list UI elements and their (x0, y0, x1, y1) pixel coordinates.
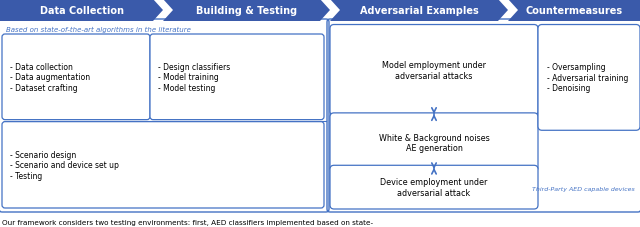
Polygon shape (330, 0, 508, 22)
FancyBboxPatch shape (2, 35, 150, 120)
FancyBboxPatch shape (150, 35, 324, 120)
Polygon shape (163, 0, 330, 22)
Text: Model employment under
adversarial attacks: Model employment under adversarial attac… (382, 61, 486, 80)
Text: Countermeasures: Countermeasures (525, 6, 623, 16)
FancyBboxPatch shape (2, 122, 324, 208)
Text: - Data collection
- Data augmentation
- Dataset crafting: - Data collection - Data augmentation - … (10, 63, 90, 92)
Text: Adversarial Examples: Adversarial Examples (360, 6, 478, 16)
FancyBboxPatch shape (330, 165, 538, 209)
Text: Our framework considers two testing environments: first, AED classifiers impleme: Our framework considers two testing envi… (2, 219, 373, 225)
FancyBboxPatch shape (330, 113, 538, 172)
Text: Data Collection: Data Collection (40, 6, 124, 16)
Text: Building & Testing: Building & Testing (196, 6, 297, 16)
Text: - Scenario design
- Scenario and device set up
- Testing: - Scenario design - Scenario and device … (10, 150, 119, 180)
Polygon shape (508, 0, 640, 22)
Text: - Design classifiers
- Model training
- Model testing: - Design classifiers - Model training - … (158, 63, 230, 92)
FancyBboxPatch shape (330, 25, 538, 116)
Text: Based on state-of-the-art algorithms in the literature: Based on state-of-the-art algorithms in … (6, 27, 191, 33)
FancyBboxPatch shape (538, 25, 640, 131)
Text: Device employment under
adversarial attack: Device employment under adversarial atta… (380, 178, 488, 197)
Text: White & Background noises
AE generation: White & Background noises AE generation (379, 133, 490, 152)
Polygon shape (0, 0, 163, 22)
Text: Third-Party AED capable devices: Third-Party AED capable devices (532, 186, 635, 191)
Text: - Oversampling
- Adversarial training
- Denoising: - Oversampling - Adversarial training - … (547, 63, 628, 93)
